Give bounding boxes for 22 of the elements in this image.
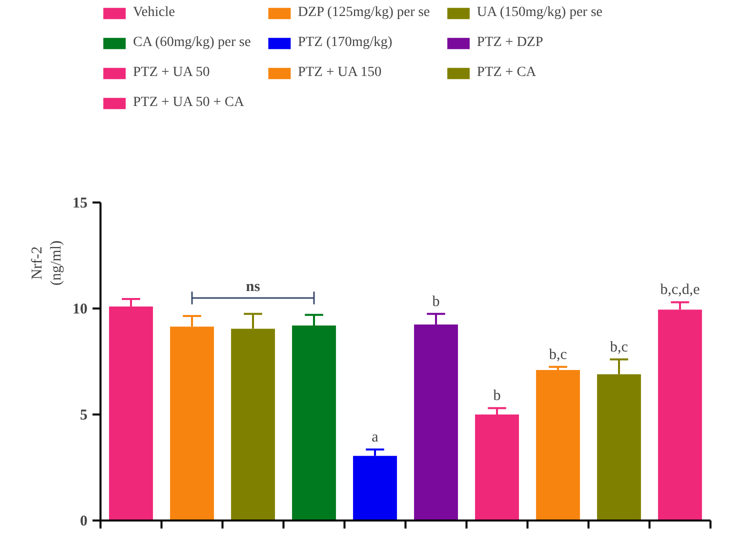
legend-label: Vehicle <box>133 5 175 21</box>
legend-label: PTZ + UA 50 <box>133 65 210 81</box>
data-label: b,c <box>610 339 628 356</box>
legend-label: PTZ + CA <box>476 65 536 81</box>
legend-label: PTZ + UA 50 + CA <box>133 95 244 111</box>
legend-label: DZP (125mg/kg) per se <box>298 5 430 21</box>
y-tick-label: 0 <box>80 514 88 530</box>
data-label: b,c <box>549 346 568 363</box>
y-tick-label: 10 <box>72 302 88 318</box>
y-axis-title: Nrf-2 (ng/ml) <box>29 240 64 286</box>
legend-label: UA (150mg/kg) per se <box>476 5 602 21</box>
legend-label: CA (60mg/kg) per se <box>133 35 251 51</box>
data-label: b,c,d,e <box>660 282 700 298</box>
y-tick-label: 5 <box>80 408 88 424</box>
legend-label: PTZ + DZP <box>476 35 544 51</box>
data-label: a <box>372 430 379 446</box>
legend-label: PTZ (170mg/kg) <box>298 35 392 51</box>
annotation: ns <box>246 278 260 295</box>
legend-label: PTZ + UA 150 <box>298 65 382 81</box>
data-label: b <box>493 388 501 404</box>
data-label: b <box>432 294 440 310</box>
y-tick-label: 15 <box>72 196 88 212</box>
